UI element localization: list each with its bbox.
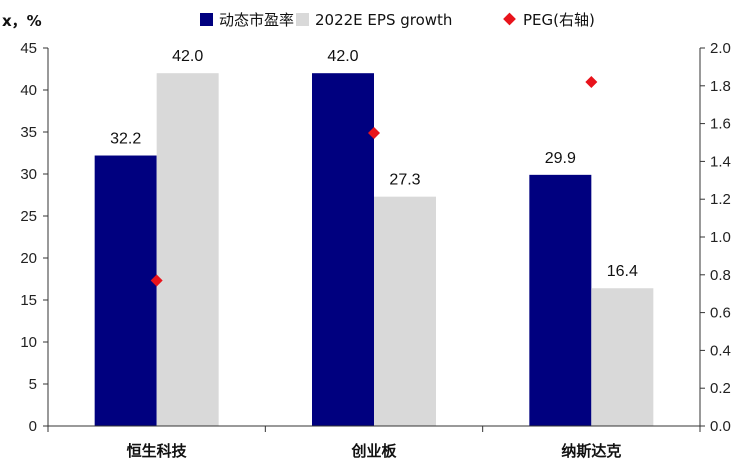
legend-swatch-pe: [200, 13, 213, 26]
peg-marker-3: [585, 76, 598, 89]
right-tick-label: 0.6: [710, 305, 731, 322]
legend-label-peg: PEG(右轴): [523, 11, 595, 29]
right-tick-label: 1.6: [710, 116, 731, 133]
left-tick-label: 25: [20, 208, 37, 225]
left-tick-label: 30: [20, 166, 37, 183]
right-tick-label: 0.4: [710, 342, 731, 359]
legend-label-pe: 动态市盈率: [219, 11, 294, 29]
plot-area: 32.2 42.0 恒生科技 42.0 27.3 创业板 29.9 16.4 纳斯达克 0 5 10 1…: [20, 40, 731, 460]
left-tick-label: 40: [20, 82, 37, 99]
data-label-eps-2: 27.3: [389, 172, 420, 189]
data-label-eps-3: 16.4: [607, 263, 638, 280]
left-tick-label: 35: [20, 124, 37, 141]
category-label-1: 恒生科技: [127, 442, 188, 460]
right-tick-label: 0.0: [710, 418, 731, 435]
bar-eps-1: [156, 73, 219, 426]
bar-pe-1: [94, 155, 157, 426]
bar-pe-2: [312, 73, 374, 426]
legend: 动态市盈率 2022E EPS growth PEG(右轴): [200, 11, 595, 29]
data-label-eps-1: 42.0: [172, 48, 203, 65]
right-tick-label: 1.4: [710, 153, 731, 170]
category-label-3: 纳斯达克: [561, 442, 621, 460]
right-tick-label: 1.0: [710, 229, 731, 246]
right-tick-label: 0.8: [710, 267, 731, 284]
left-tick-label: 45: [20, 40, 37, 57]
bar-pe-3: [529, 174, 592, 426]
left-tick-label: 15: [20, 292, 37, 309]
peg-marker-1: [150, 274, 163, 287]
right-tick-label: 1.2: [710, 191, 731, 208]
bar-eps-2: [374, 196, 436, 426]
right-tick-label: 0.2: [710, 380, 731, 397]
left-tick-label: 0: [29, 418, 37, 435]
data-label-pe-3: 29.9: [545, 150, 576, 167]
y-axis-label: x，%: [2, 12, 42, 30]
right-tick-label: 1.8: [710, 78, 731, 95]
legend-swatch-eps: [296, 13, 309, 26]
legend-label-eps: 2022E EPS growth: [315, 11, 452, 29]
left-tick-label: 20: [20, 250, 37, 267]
data-label-pe-1: 32.2: [110, 131, 141, 148]
right-tick-label: 2.0: [710, 40, 731, 57]
legend-swatch-peg: [503, 12, 516, 26]
left-tick-label: 5: [29, 376, 37, 393]
data-label-pe-2: 42.0: [327, 48, 358, 65]
left-tick-label: 10: [20, 334, 37, 351]
peg-marker-2: [368, 127, 380, 140]
category-label-2: 创业板: [350, 442, 397, 460]
bar-eps-3: [591, 288, 654, 426]
